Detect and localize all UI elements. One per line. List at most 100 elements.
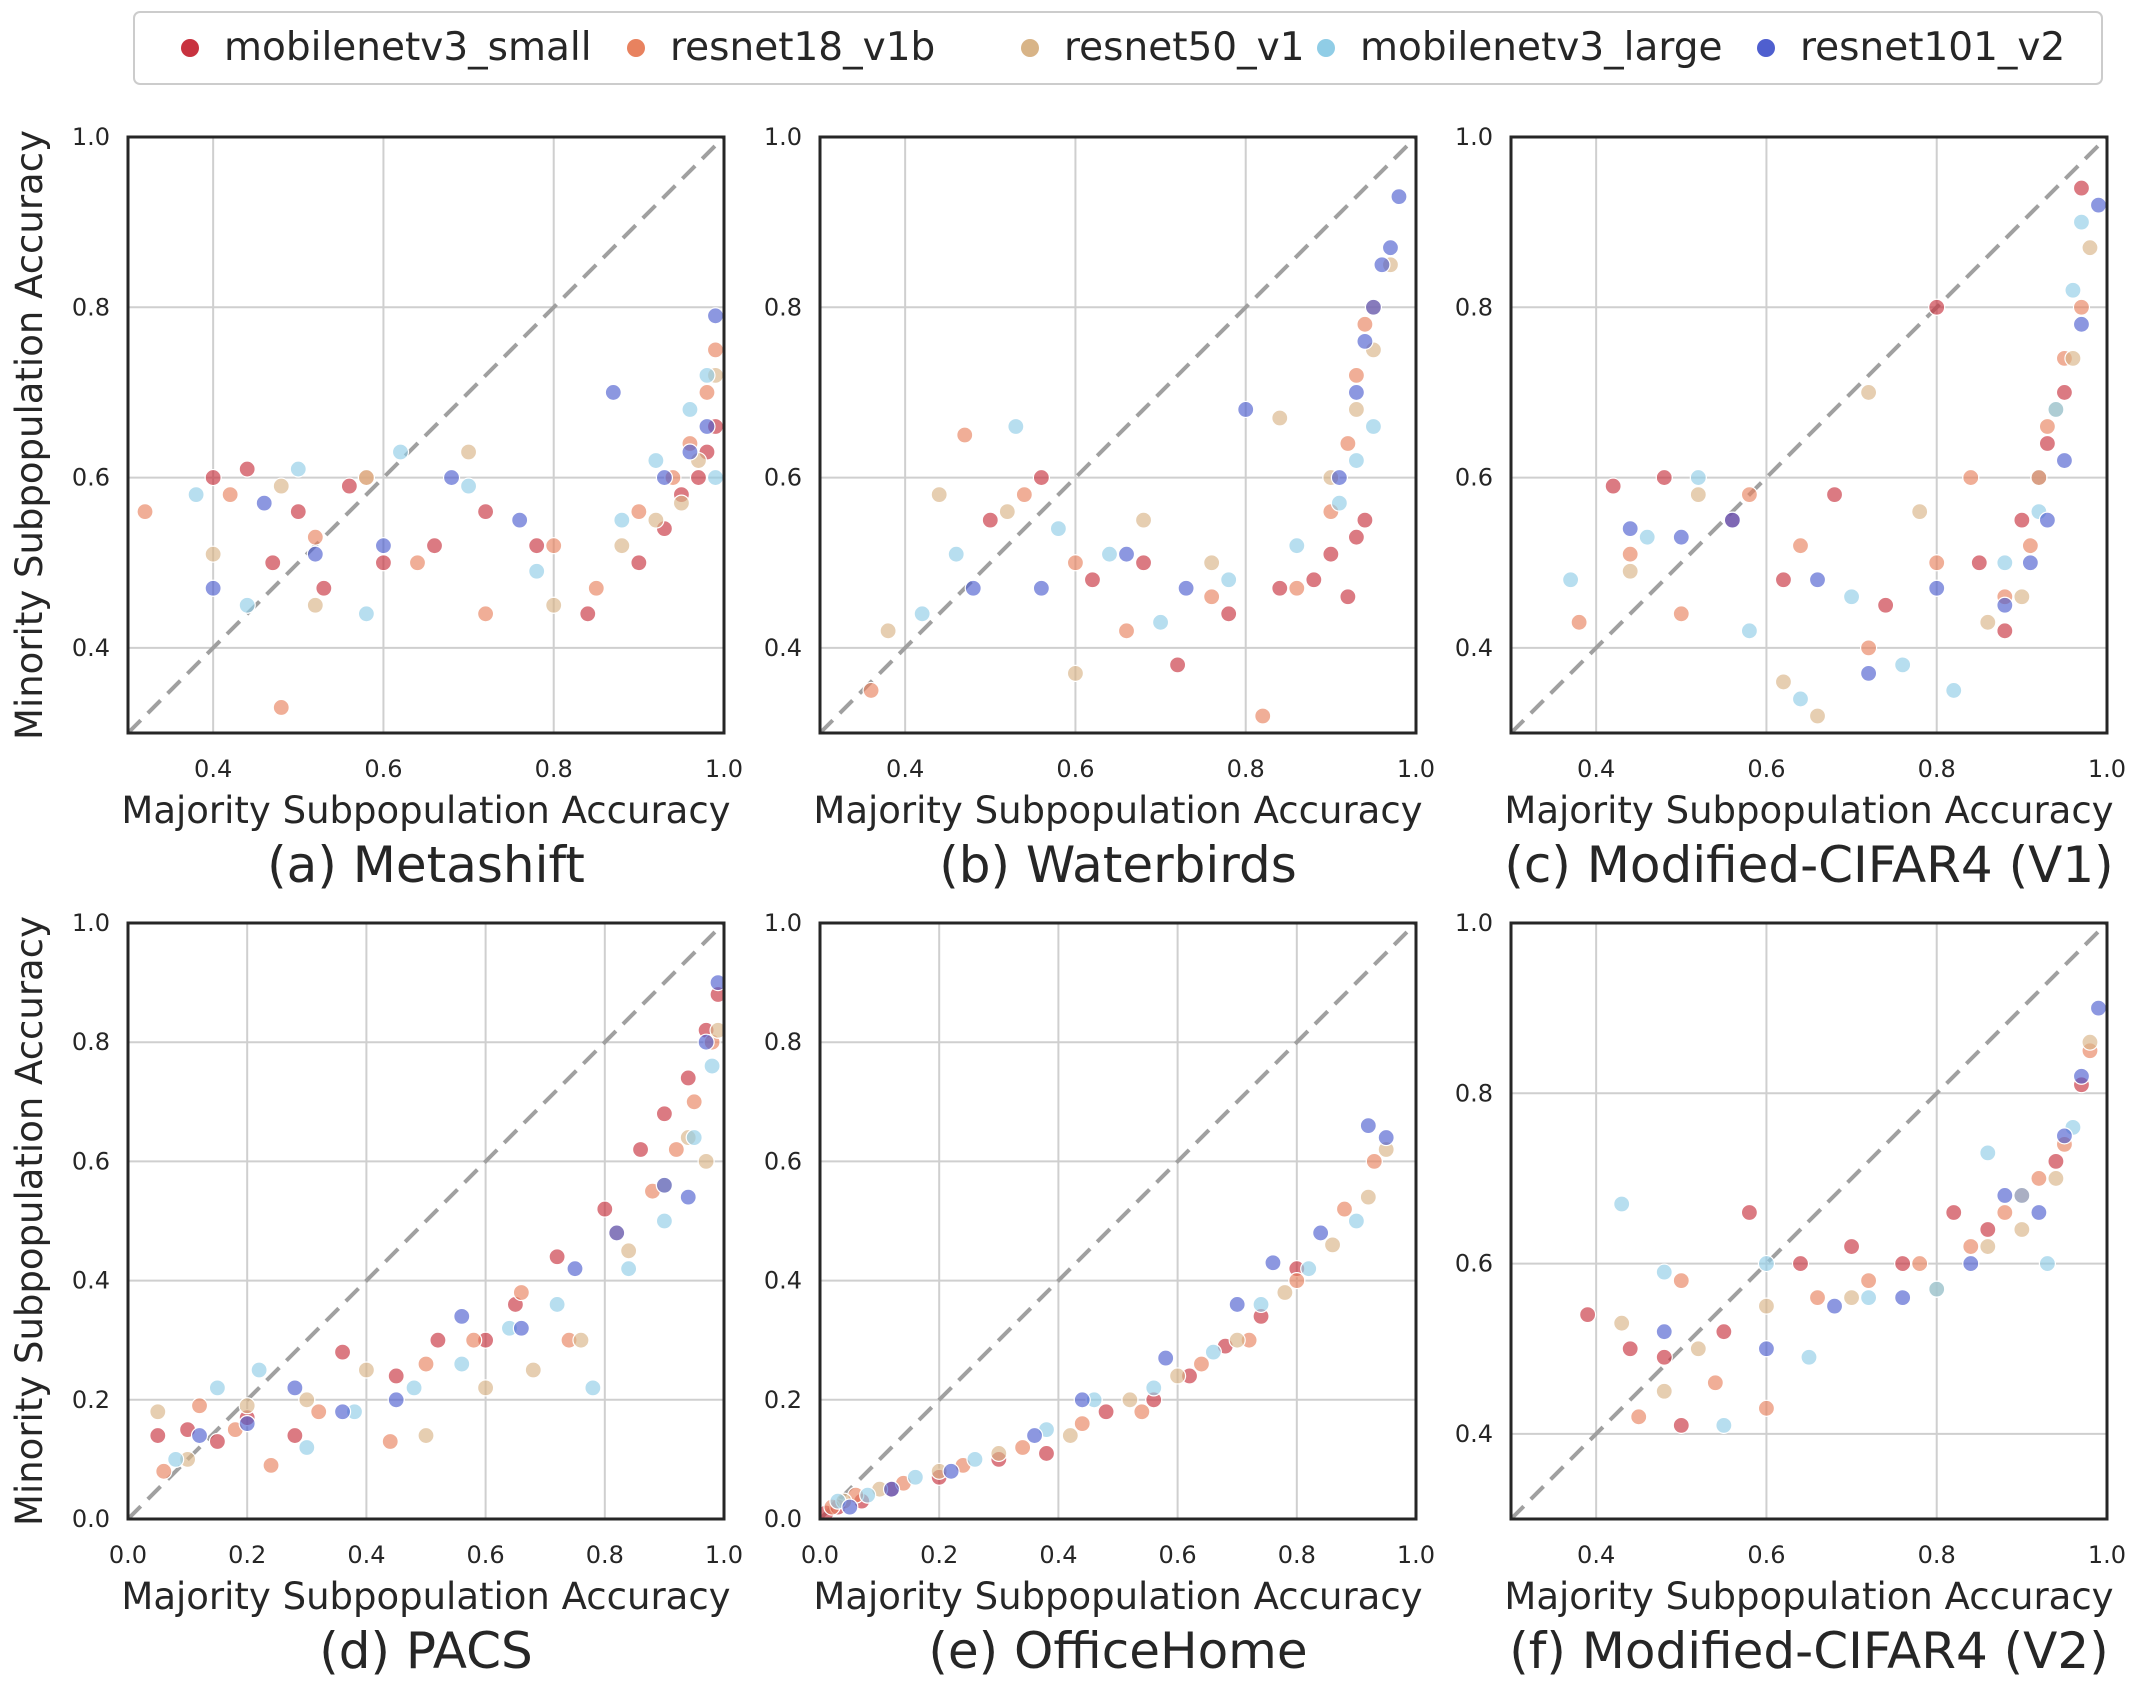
y-tick-label: 0.4 [72, 634, 110, 662]
data-point [1377, 1128, 1395, 1147]
data-point [1347, 366, 1366, 384]
data-point [289, 503, 307, 521]
data-point [391, 443, 410, 461]
data-point [524, 1361, 542, 1379]
data-point [879, 622, 897, 640]
data-point [1808, 707, 1827, 725]
series-resnet101_v2 [204, 307, 725, 597]
data-point [1264, 1254, 1282, 1272]
data-point [1330, 494, 1348, 512]
data-point [2038, 1254, 2057, 1273]
data-point [1288, 537, 1306, 555]
data-point [2072, 1067, 2091, 1085]
y-axis-label: Minority Subpopulation Accuracy [8, 916, 51, 1526]
data-point [374, 537, 393, 555]
data-point [1689, 468, 1707, 487]
data-point [620, 1242, 638, 1260]
data-point [859, 1486, 877, 1504]
data-point [238, 460, 256, 478]
data-point [425, 537, 444, 555]
legend-label-resnet18_v1b: resnet18_v1b [670, 25, 935, 70]
data-point [1359, 1117, 1377, 1135]
data-point [1015, 486, 1033, 504]
data-point [1117, 622, 1136, 640]
x-axis-label: Majority Subpopulation Accuracy [1504, 789, 2113, 832]
panel-title: (e) OfficeHome [928, 1622, 1307, 1680]
data-point [2047, 400, 2065, 419]
data-point [477, 1379, 495, 1397]
data-point [1037, 1444, 1056, 1463]
data-point [190, 1397, 209, 1415]
data-point [862, 681, 880, 700]
data-point [204, 545, 222, 563]
legend-frame [133, 11, 2103, 85]
data-point [1066, 664, 1085, 683]
series-resnet18_v1b [823, 1152, 1383, 1516]
data-point [408, 554, 427, 572]
data-point [459, 477, 478, 495]
data-point [2038, 417, 2057, 436]
data-point [956, 426, 974, 444]
data-point [1561, 571, 1580, 589]
data-point [155, 1462, 173, 1480]
x-tick-label: 0.6 [1159, 1541, 1197, 1569]
y-tick-label: 1.0 [764, 909, 802, 937]
data-point [429, 1331, 447, 1349]
legend-label-mobilenetv3_small: mobilenetv3_small [224, 25, 592, 70]
x-tick-label: 0.6 [1056, 755, 1094, 783]
data-point [2021, 537, 2039, 555]
data-point [442, 468, 461, 487]
data-point [149, 1426, 167, 1445]
y-tick-label: 0.8 [72, 1028, 110, 1056]
data-point [1276, 1283, 1294, 1302]
data-point [1842, 1237, 1861, 1256]
data-point [1168, 656, 1187, 674]
data-point [613, 511, 631, 529]
data-point [136, 503, 154, 521]
data-point [1335, 1200, 1354, 1218]
data-point [1715, 1323, 1733, 1341]
data-point [548, 1248, 566, 1266]
data-point [255, 494, 273, 512]
data-point [1979, 613, 1997, 631]
data-point [262, 1456, 280, 1474]
legend-label-resnet101_v2: resnet101_v2 [1800, 25, 2065, 70]
data-point [1842, 1289, 1861, 1307]
panel-4: 0.0 0.2 0.4 0.6 0.8 1.0 0.0 0.2 0.4 0.6 0.8 1.0 Majo… [8, 909, 743, 1680]
data-point [1271, 409, 1289, 427]
plot-frame [818, 135, 1418, 735]
data-point [545, 596, 563, 614]
data-point [1825, 1297, 1844, 1315]
data-point [681, 400, 699, 419]
data-point [1723, 511, 1741, 529]
data-point [512, 1319, 530, 1337]
data-point [528, 562, 546, 580]
data-point [655, 1176, 674, 1194]
legend-label-mobilenetv3_large: mobilenetv3_large [1360, 25, 1723, 70]
data-point [679, 1188, 697, 1206]
data-point [1579, 1306, 1597, 1324]
data-point [2013, 1186, 2031, 1205]
data-point [1894, 656, 1912, 674]
data-point [2013, 511, 2031, 529]
legend: mobilenetv3_small resnet18_v1b resnet50_v1… [133, 11, 2103, 85]
legend-marker-resnet101_v2 [1757, 39, 1775, 57]
data-point [1672, 1271, 1690, 1290]
data-point [417, 1426, 435, 1445]
series-resnet18_v1b [862, 298, 1383, 725]
x-tick-label: 0.8 [1918, 1541, 1956, 1569]
data-point [1842, 588, 1861, 606]
y-tick-label: 0.4 [1455, 634, 1493, 662]
data-point [1322, 545, 1340, 563]
data-point [1192, 1355, 1211, 1373]
data-point [1049, 520, 1068, 538]
y-tick-label: 1.0 [1455, 909, 1493, 937]
data-point [667, 1140, 685, 1159]
data-point [477, 503, 495, 521]
data-point [572, 1331, 590, 1349]
data-point [698, 366, 716, 384]
data-point [1757, 1340, 1776, 1358]
data-point [1066, 554, 1085, 572]
data-point [966, 1450, 984, 1469]
data-point [2038, 434, 2057, 453]
